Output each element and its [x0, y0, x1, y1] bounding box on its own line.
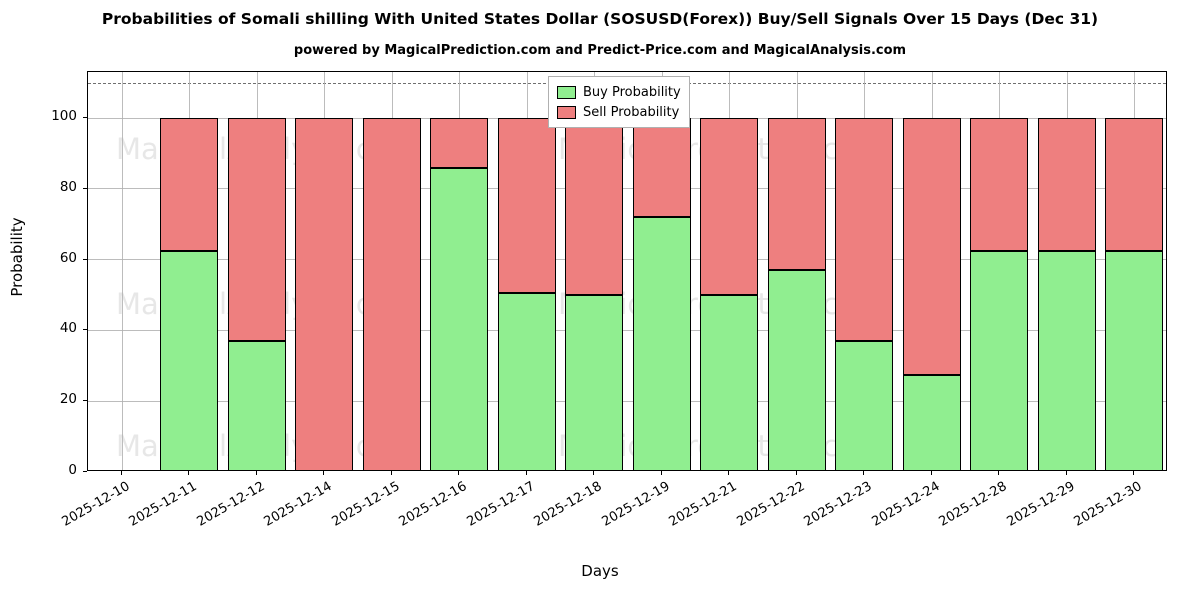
y-tick-mark [83, 117, 87, 119]
chart-title: Probabilities of Somali shilling With Un… [101, 10, 1099, 28]
legend-swatch-buy-icon [557, 85, 576, 99]
x-tick-mark [458, 471, 459, 475]
bar-sell [227, 118, 286, 342]
x-tick-mark [1066, 471, 1067, 475]
y-tick-label: 0 [68, 462, 77, 478]
legend-swatch-sell-icon [557, 105, 576, 119]
bar-sell [497, 118, 556, 294]
bar-sell [160, 118, 219, 251]
x-tick-mark [526, 471, 527, 475]
x-tick-mark [931, 471, 932, 475]
y-tick-mark [83, 329, 87, 331]
bar-buy [227, 341, 286, 470]
bar-sell [700, 118, 759, 295]
y-tick-label: 20 [59, 391, 77, 408]
y-tick-mark [83, 187, 87, 189]
x-tick-mark [796, 471, 797, 475]
bar-buy [430, 167, 489, 470]
bar-buy [160, 250, 219, 470]
legend-label-sell: Sell Probability [583, 104, 680, 120]
bar-sell [902, 118, 961, 375]
x-tick-mark [188, 471, 189, 475]
bar-sell [835, 118, 894, 342]
y-gridline [88, 329, 1166, 331]
bar-sell [565, 118, 624, 295]
bar-buy [1037, 250, 1096, 470]
x-tick-mark [728, 471, 729, 475]
bar-sell [362, 118, 421, 470]
y-axis-label: Probability [8, 217, 26, 297]
x-gridline [122, 72, 123, 470]
y-gridline [88, 259, 1166, 261]
x-tick-mark [391, 471, 392, 475]
bar-buy [902, 374, 961, 470]
y-tick-label: 40 [59, 320, 77, 337]
chart-subtitle: powered by MagicalPrediction.com and Pre… [293, 43, 907, 58]
bar-buy [1105, 250, 1164, 470]
x-tick-mark [661, 471, 662, 475]
x-tick-mark [593, 471, 594, 475]
legend-item-buy: Buy Probability [557, 82, 681, 102]
y-tick-mark [83, 471, 87, 472]
y-tick-label: 80 [59, 178, 77, 195]
x-tick-mark [256, 471, 257, 475]
plot-area: MagicalAnalysis.com MagicalPrediction.co… [87, 71, 1167, 471]
bar-sell [1037, 118, 1096, 251]
y-gridline [88, 400, 1166, 402]
bar-buy [565, 295, 624, 470]
bar-sell [970, 118, 1029, 251]
bar-sell [295, 118, 354, 470]
legend-item-sell: Sell Probability [557, 102, 681, 122]
x-tick-mark [121, 471, 122, 475]
x-tick-mark [863, 471, 864, 475]
x-tick-mark [323, 471, 324, 475]
y-tick-label: 60 [59, 249, 77, 266]
bar-buy [700, 295, 759, 470]
y-tick-mark [83, 400, 87, 402]
chart-legend: Buy Probability Sell Probability [548, 76, 690, 128]
bar-sell [632, 118, 691, 218]
bar-buy [497, 293, 556, 470]
x-tick-mark [1133, 471, 1134, 475]
y-gridline [88, 188, 1166, 190]
bar-buy [632, 217, 691, 470]
bar-sell [767, 118, 826, 271]
bar-buy [970, 250, 1029, 470]
x-tick-mark [998, 471, 999, 475]
x-axis-label: Days [581, 562, 619, 580]
bar-buy [767, 270, 826, 470]
bar-buy [835, 341, 894, 470]
legend-label-buy: Buy Probability [583, 84, 681, 100]
y-tick-label: 100 [51, 108, 77, 125]
bar-sell [1105, 118, 1164, 251]
y-tick-mark [83, 258, 87, 260]
bar-sell [430, 118, 489, 168]
